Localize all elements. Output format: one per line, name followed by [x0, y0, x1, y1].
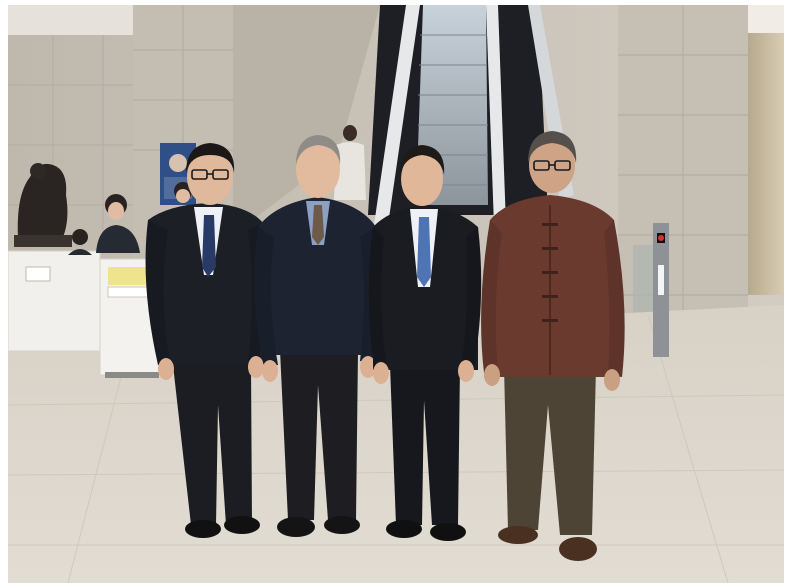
mandarin-jacket	[484, 195, 620, 377]
jacket-buttons	[542, 223, 558, 322]
shoe-right	[224, 516, 260, 534]
trousers	[280, 350, 358, 520]
shoe-left	[277, 517, 315, 537]
hair	[400, 145, 445, 175]
tie	[312, 205, 324, 245]
bronze-statue-icon	[14, 163, 72, 247]
jacket	[258, 197, 376, 355]
desk-left	[8, 250, 101, 352]
suit-jacket	[148, 203, 266, 365]
person-4	[481, 131, 625, 561]
photo-scene	[8, 5, 784, 583]
trousers	[390, 365, 460, 525]
trousers	[173, 365, 252, 525]
hair	[186, 143, 235, 173]
receptionist-body	[96, 225, 140, 253]
shoe-right	[559, 537, 597, 561]
desk-card	[25, 266, 51, 282]
handrail-center	[486, 5, 506, 225]
face	[187, 149, 233, 205]
group-photo	[8, 5, 784, 583]
suit-jacket	[373, 205, 478, 370]
face	[401, 152, 443, 206]
right-window-area	[748, 5, 784, 295]
ceiling	[8, 5, 148, 35]
trousers	[504, 367, 596, 535]
shoe-left	[185, 520, 221, 538]
shoe-left	[498, 526, 538, 544]
escalator-left-wall	[233, 5, 380, 235]
stanchion-post	[653, 223, 669, 357]
person-3	[368, 145, 482, 541]
shoe-right	[324, 516, 360, 534]
hair	[296, 135, 341, 165]
face	[296, 140, 340, 198]
shoe-right	[430, 523, 466, 541]
tie	[202, 215, 216, 277]
glasses-icon	[191, 169, 229, 180]
rider-body	[334, 142, 366, 200]
desk-sign-yellow	[108, 267, 150, 285]
handrail-left	[374, 5, 420, 225]
glasses-icon	[533, 160, 571, 171]
rider-head	[343, 125, 357, 141]
shoe-left	[386, 520, 422, 538]
tie	[417, 217, 431, 287]
person-2	[254, 135, 379, 537]
hair	[528, 131, 577, 163]
